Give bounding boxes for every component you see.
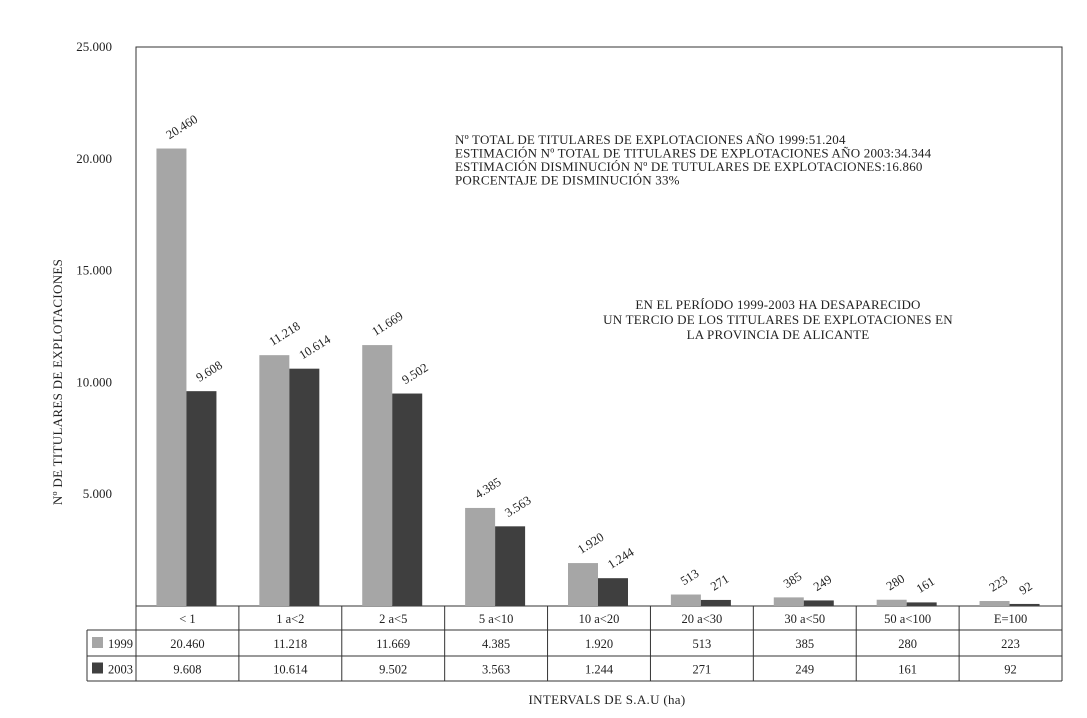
table-cell-2003-6: 249 xyxy=(795,663,814,677)
category-label-3: 5 a<10 xyxy=(479,612,513,626)
bar-1999-3 xyxy=(465,507,496,606)
data-label-2003-5: 271 xyxy=(708,572,731,594)
bar-2003-3 xyxy=(495,526,526,606)
bar-1999-2 xyxy=(362,345,393,606)
summary-note-line-0: Nº TOTAL DE TITULARES DE EXPLOTACIONES A… xyxy=(455,132,846,147)
table-cell-2003-1: 10.614 xyxy=(273,663,308,677)
annotations: Nº TOTAL DE TITULARES DE EXPLOTACIONES A… xyxy=(455,132,953,342)
table-cell-2003-3: 3.563 xyxy=(482,663,510,677)
table-cell-1999-8: 223 xyxy=(1001,637,1020,651)
table-cell-1999-3: 4.385 xyxy=(482,637,510,651)
bar-2003-2 xyxy=(392,393,423,606)
data-label-2003-2: 9.502 xyxy=(399,360,430,387)
table-cell-1999-7: 280 xyxy=(898,637,917,651)
table-cell-2003-2: 9.502 xyxy=(379,663,407,677)
data-label-1999-4: 1.920 xyxy=(575,530,606,557)
category-label-4: 10 a<20 xyxy=(579,612,620,626)
data-label-1999-6: 385 xyxy=(781,569,804,591)
bar-1999-0 xyxy=(156,148,187,606)
table-cell-2003-0: 9.608 xyxy=(173,663,201,677)
bar-2003-1 xyxy=(289,368,320,606)
category-label-8: E=100 xyxy=(994,612,1027,626)
data-label-2003-4: 1.244 xyxy=(605,545,637,572)
bar-2003-7 xyxy=(906,602,937,606)
summary-note-line-3: PORCENTAJE DE DISMINUCIÓN 33% xyxy=(455,173,680,188)
bar-1999-8 xyxy=(979,601,1010,606)
legend-swatch-2003 xyxy=(92,662,103,674)
bar-1999-5 xyxy=(670,594,701,606)
summary-note-line-2: ESTIMACIÓN DISMINUCIÓN Nº DE TUTULARES D… xyxy=(455,159,923,174)
y-tick-label-0: 5.000 xyxy=(83,486,112,501)
table-cell-1999-1: 11.218 xyxy=(273,637,307,651)
y-axis-title: Nº DE TITULARES DE EXPLOTACIONES xyxy=(50,259,65,505)
table-cell-1999-0: 20.460 xyxy=(170,637,204,651)
table-cell-2003-7: 161 xyxy=(898,663,917,677)
table-cell-1999-6: 385 xyxy=(795,637,814,651)
category-label-7: 50 a<100 xyxy=(884,612,931,626)
data-label-2003-1: 10.614 xyxy=(297,332,334,362)
y-tick-label-4: 25.000 xyxy=(76,39,112,54)
table-cell-2003-5: 271 xyxy=(693,663,712,677)
data-label-1999-2: 11.669 xyxy=(369,309,405,339)
bar-2003-5 xyxy=(700,599,731,606)
bar-2003-6 xyxy=(803,600,834,606)
bar-1999-4 xyxy=(568,563,598,606)
data-label-1999-7: 280 xyxy=(884,571,907,593)
data-label-2003-3: 3.563 xyxy=(502,493,533,520)
category-label-0: < 1 xyxy=(179,612,195,626)
category-label-5: 20 a<30 xyxy=(682,612,723,626)
table-cell-2003-4: 1.244 xyxy=(585,663,614,677)
bar-1999-7 xyxy=(876,599,907,606)
bar-2003-0 xyxy=(186,391,217,606)
table-cell-1999-2: 11.669 xyxy=(376,637,410,651)
data-label-1999-0: 20.460 xyxy=(164,112,201,142)
conclusion-note-line-0: EN EL PERÍODO 1999-2003 HA DESAPARECIDO xyxy=(635,297,920,312)
data-label-1999-8: 223 xyxy=(987,573,1010,595)
legend-swatch-1999 xyxy=(92,637,103,648)
x-axis-title: INTERVALS DE S.A.U (ha) xyxy=(529,692,686,707)
data-label-1999-1: 11.218 xyxy=(267,319,303,349)
data-label-2003-8: 92 xyxy=(1017,579,1035,597)
bar-2003-8 xyxy=(1009,603,1040,606)
y-tick-label-2: 15.000 xyxy=(76,263,112,278)
category-label-2: 2 a<5 xyxy=(379,612,407,626)
summary-note-line-1: ESTIMACIÓN Nº TOTAL DE TITULARES DE EXPL… xyxy=(455,146,932,161)
legend-label-2003: 2003 xyxy=(108,663,133,677)
table-cell-1999-4: 1.920 xyxy=(585,637,613,651)
data-label-2003-0: 9.608 xyxy=(194,358,225,385)
data-label-1999-3: 4.385 xyxy=(472,475,503,502)
data-table: < 1 1 a<2 2 a<5 5 a<10 10 a<20 20 a<30 30 a<50… xyxy=(86,606,1063,682)
bar-1999-6 xyxy=(773,597,804,606)
data-label-1999-5: 513 xyxy=(678,566,701,588)
data-label-2003-7: 161 xyxy=(914,574,937,596)
bar-1999-1 xyxy=(259,355,290,606)
category-label-6: 30 a<50 xyxy=(784,612,825,626)
y-tick-label-3: 20.000 xyxy=(76,151,112,166)
category-label-1: 1 a<2 xyxy=(276,612,304,626)
data-label-2003-6: 249 xyxy=(811,572,834,594)
y-tick-label-1: 10.000 xyxy=(76,374,112,389)
table-cell-1999-5: 513 xyxy=(693,637,712,651)
table-cell-2003-8: 92 xyxy=(1004,663,1017,677)
conclusion-note-line-1: UN TERCIO DE LOS TITULARES DE EXPLOTACIO… xyxy=(603,312,953,327)
legend-label-1999: 1999 xyxy=(108,637,133,651)
bar-2003-4 xyxy=(598,578,628,606)
bars xyxy=(156,148,1040,606)
y-axis-ticks: 5.000 10.000 15.000 20.000 25.000 xyxy=(76,39,112,501)
conclusion-note-line-2: LA PROVINCIA DE ALICANTE xyxy=(687,327,870,342)
